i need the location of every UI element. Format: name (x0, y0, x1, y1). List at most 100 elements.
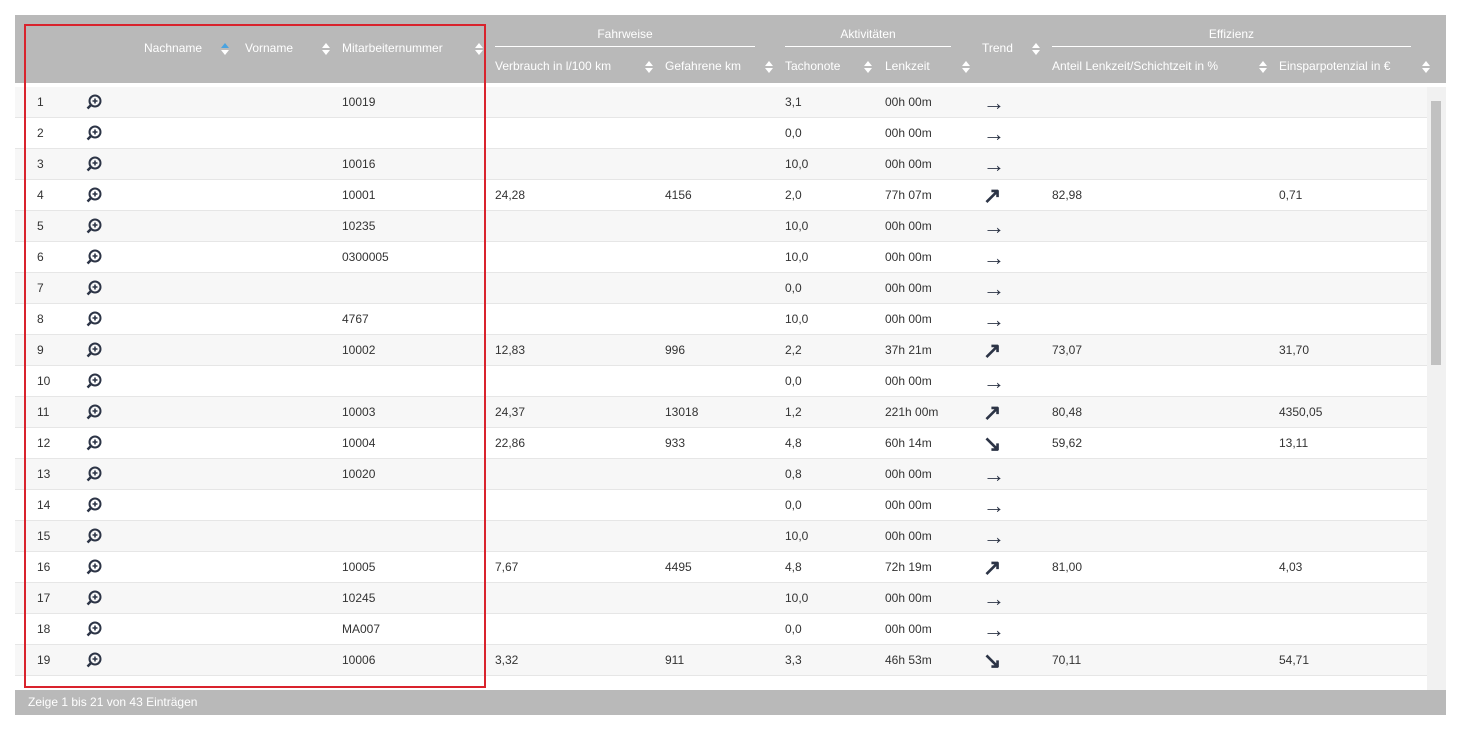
sort-icon[interactable] (961, 60, 971, 77)
cell-einsparung: 4,03 (1279, 560, 1303, 574)
cell-verbrauch: 3,32 (495, 653, 519, 667)
cell-nr: 6 (37, 250, 44, 264)
table-row: 18 MA007 0,0 00h 00m → (15, 614, 1427, 645)
column-header[interactable]: Trend (982, 41, 1013, 55)
trend-arrow: → (983, 462, 1005, 487)
cell-lenkzeit: 60h 14m (885, 436, 932, 450)
cell-lenkzeit: 72h 19m (885, 560, 932, 574)
cell-tachonote: 10,0 (785, 312, 809, 326)
zoom-icon[interactable] (86, 404, 102, 420)
zoom-icon[interactable] (86, 466, 102, 482)
sort-icon[interactable] (863, 60, 873, 77)
zoom-icon[interactable] (86, 94, 102, 110)
table-row: 10 0,0 00h 00m → (15, 366, 1427, 397)
trend-arrow: → (983, 90, 1005, 115)
cell-lenkzeit: 221h 00m (885, 405, 939, 419)
trend-arrow: → (983, 524, 1005, 549)
column-header[interactable]: Lenkzeit (885, 59, 930, 73)
column-header[interactable]: Anteil Lenkzeit/Schichtzeit in % (1052, 59, 1219, 73)
cell-tachonote: 10,0 (785, 591, 809, 605)
zoom-icon[interactable] (86, 590, 102, 606)
group-header: Effizienz (1208, 27, 1255, 41)
zoom-icon[interactable] (86, 342, 102, 358)
cell-einsparung: 4350,05 (1279, 405, 1323, 419)
sort-icon[interactable] (474, 42, 484, 59)
zoom-icon[interactable] (86, 156, 102, 172)
cell-mitarbeiternummer: 10006 (342, 653, 376, 667)
cell-tachonote: 0,0 (785, 374, 802, 388)
cell-lenkzeit: 00h 00m (885, 250, 932, 264)
cell-lenkzeit: 00h 00m (885, 157, 932, 171)
cell-mitarbeiternummer: 10245 (342, 591, 376, 605)
cell-mitarbeiternummer: 10003 (342, 405, 376, 419)
cell-lenkzeit: 00h 00m (885, 312, 932, 326)
table-row: 1 10019 3,1 00h 00m → (15, 87, 1427, 118)
cell-tachonote: 2,0 (785, 188, 802, 202)
table-row: 6 0300005 10,0 00h 00m → (15, 242, 1427, 273)
zoom-icon[interactable] (86, 621, 102, 637)
cell-nr: 1 (37, 95, 44, 109)
column-header[interactable]: Einsparpotenzial in € (1279, 59, 1391, 73)
zoom-icon[interactable] (86, 125, 102, 141)
sort-icon[interactable] (1031, 42, 1041, 59)
cell-tachonote: 10,0 (785, 219, 809, 233)
column-header[interactable]: Nachname (144, 41, 203, 55)
cell-lenkzeit: 00h 00m (885, 374, 932, 388)
zoom-icon[interactable] (86, 280, 102, 296)
cell-nr: 11 (37, 405, 50, 419)
cell-mitarbeiternummer: 4767 (342, 312, 369, 326)
cell-nr: 15 (37, 529, 51, 543)
cell-verbrauch: 24,37 (495, 405, 526, 419)
zoom-icon[interactable] (86, 528, 102, 544)
zoom-icon[interactable] (86, 187, 102, 203)
column-header[interactable]: Tachonote (785, 59, 841, 73)
table-header: Fahrweise Aktivitäten Effizienz Nachname… (15, 15, 1446, 83)
cell-nr: 5 (37, 219, 44, 233)
cell-mitarbeiternummer: 10004 (342, 436, 376, 450)
cell-lenkzeit: 00h 00m (885, 498, 932, 512)
cell-lenkzeit: 00h 00m (885, 622, 932, 636)
cell-tachonote: 0,0 (785, 126, 802, 140)
zoom-icon[interactable] (86, 652, 102, 668)
trend-arrow: ↘ (983, 431, 1002, 456)
column-header[interactable]: Gefahrene km (665, 59, 742, 73)
cell-nr: 12 (37, 436, 51, 450)
zoom-icon[interactable] (86, 559, 102, 575)
table-footer: Zeige 1 bis 21 von 43 Einträgen (15, 690, 1446, 715)
zoom-icon[interactable] (86, 249, 102, 265)
zoom-icon[interactable] (86, 373, 102, 389)
cell-tachonote: 4,8 (785, 560, 802, 574)
cell-verbrauch: 12,83 (495, 343, 526, 357)
cell-km: 4495 (665, 560, 692, 574)
sort-icon[interactable] (220, 42, 230, 59)
cell-tachonote: 0,0 (785, 281, 802, 295)
sort-icon[interactable] (644, 60, 654, 77)
cell-lenkzeit: 00h 00m (885, 95, 932, 109)
zoom-icon[interactable] (86, 435, 102, 451)
cell-verbrauch: 7,67 (495, 560, 519, 574)
scrollbar[interactable] (1427, 87, 1446, 690)
table-row: 11 10003 24,37 13018 1,2 221h 00m ↗ 80,48 4350,0… (15, 397, 1427, 428)
table-row: 4 10001 24,28 4156 2,0 77h 07m ↗ 82,98 0,71 (15, 180, 1427, 211)
column-header[interactable]: Vorname (245, 41, 294, 55)
trend-arrow: ↗ (983, 555, 1002, 580)
cell-mitarbeiternummer: 10005 (342, 560, 376, 574)
table-row: 19 10006 3,32 911 3,3 46h 53m ↘ 70,11 54,71 (15, 645, 1427, 676)
zoom-icon[interactable] (86, 497, 102, 513)
cell-tachonote: 10,0 (785, 529, 809, 543)
zoom-icon[interactable] (86, 311, 102, 327)
cell-anteil: 80,48 (1052, 405, 1083, 419)
column-header[interactable]: Mitarbeiternummer (342, 41, 443, 55)
cell-tachonote: 3,1 (785, 95, 802, 109)
sort-icon[interactable] (1421, 60, 1431, 77)
sort-icon[interactable] (1258, 60, 1268, 77)
zoom-icon[interactable] (86, 218, 102, 234)
table-row: 12 10004 22,86 933 4,8 60h 14m ↘ 59,62 13,11 (15, 428, 1427, 459)
trend-arrow: → (983, 276, 1005, 301)
sort-icon[interactable] (764, 60, 774, 77)
cell-verbrauch: 22,86 (495, 436, 526, 450)
column-header[interactable]: Verbrauch in l/100 km (495, 59, 612, 73)
cell-nr: 16 (37, 560, 51, 574)
sort-icon[interactable] (321, 42, 331, 59)
cell-verbrauch: 24,28 (495, 188, 526, 202)
